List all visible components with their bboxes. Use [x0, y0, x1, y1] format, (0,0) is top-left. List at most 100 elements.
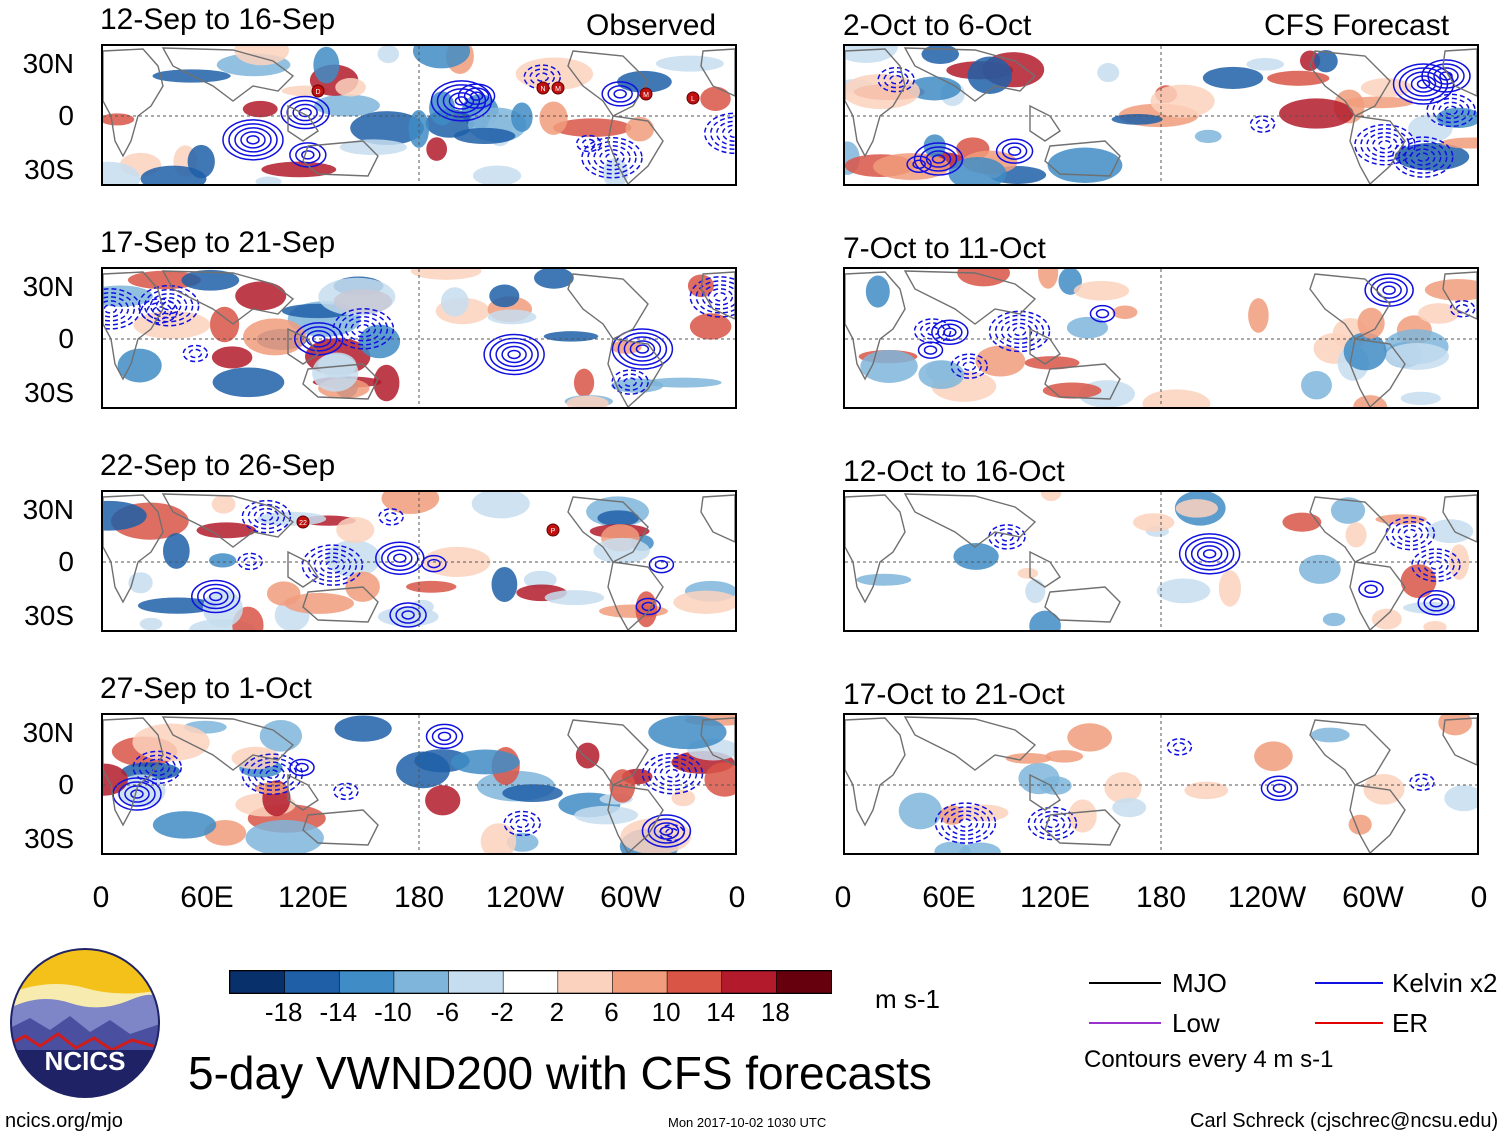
coastline	[302, 363, 379, 400]
panel-title-obs-3: 22-Sep to 26-Sep	[100, 449, 336, 482]
anomaly-shading	[1345, 522, 1367, 548]
kelvin-contour	[1438, 101, 1464, 120]
anomaly-shading	[1314, 49, 1338, 73]
main-title: 5-day VWND200 with CFS forecasts	[188, 1047, 932, 1099]
lat-label: 0	[58, 546, 74, 577]
panel-title-obs-1: 12-Sep to 16-Sep	[100, 3, 336, 36]
kelvin-contour	[138, 754, 176, 781]
kelvin-contour	[722, 124, 735, 143]
kelvin-contour	[265, 769, 280, 779]
kelvin-contour	[713, 292, 728, 302]
anomaly-shading	[1322, 612, 1346, 627]
lon-label: 60W	[600, 881, 662, 914]
kelvin-contour	[203, 587, 229, 606]
anomaly-shading	[491, 566, 518, 602]
kelvin-contour	[1416, 152, 1430, 162]
kelvin-contour	[280, 95, 330, 130]
storm-marker-label: L	[691, 96, 695, 103]
anomaly-shading	[429, 91, 455, 126]
anomaly-shading	[959, 842, 1001, 853]
coastline	[607, 115, 664, 184]
anomaly-shading	[1104, 772, 1142, 804]
anomaly-shading	[412, 46, 471, 69]
anomaly-shading	[318, 277, 396, 316]
anomaly-shading	[132, 723, 210, 762]
anomaly-shading	[334, 715, 392, 742]
kelvin-contour	[995, 138, 1034, 164]
anomaly-shading	[128, 572, 153, 594]
coastline	[287, 550, 319, 588]
kelvin-contour	[535, 72, 549, 82]
kelvin-contour	[601, 81, 639, 107]
anomaly-shading	[1299, 50, 1321, 71]
anomaly-shading	[358, 324, 401, 359]
kelvin-contour	[118, 781, 156, 807]
anomaly-shading	[704, 762, 735, 797]
footer-author: Carl Schreck (cjschrec@ncsu.edu)	[1190, 1110, 1499, 1132]
kelvin-contour	[1421, 59, 1471, 93]
kelvin-contour	[289, 758, 315, 777]
anomaly-shading	[326, 539, 381, 578]
anomaly-shading	[1423, 621, 1447, 630]
anomaly-shading	[314, 94, 380, 117]
anomaly-shading	[918, 360, 965, 390]
kelvin-contour	[707, 288, 734, 306]
kelvin-contour	[312, 334, 326, 344]
anomaly-shading	[898, 792, 942, 830]
anomaly-shading	[454, 127, 516, 144]
anomaly-shading	[312, 353, 359, 392]
panel-title-fcst-1: 2-Oct to 6-Oct	[843, 9, 1032, 42]
kelvin-contour	[1007, 146, 1022, 156]
anomaly-shading	[1400, 391, 1441, 405]
kelvin-contour	[994, 528, 1020, 546]
anomaly-shading	[1017, 567, 1039, 579]
coastline	[1442, 494, 1477, 543]
lon-label: 60E	[180, 881, 234, 914]
anomaly-shading	[137, 597, 217, 614]
kelvin-contour	[704, 112, 735, 155]
kelvin-contour	[132, 750, 182, 785]
kelvin-contour	[607, 85, 633, 103]
storm-marker	[639, 87, 653, 101]
kelvin-contour	[241, 753, 304, 795]
kelvin-contour	[1449, 300, 1476, 318]
anomaly-shading	[1039, 776, 1072, 795]
colorbar-tick-label: 2	[549, 997, 565, 1027]
coastline	[845, 271, 906, 381]
anomaly-shading	[845, 73, 920, 110]
lon-label: 120W	[485, 881, 565, 914]
anomaly-shading	[923, 134, 946, 158]
anomaly-shading	[103, 500, 147, 531]
kelvin-contour	[1427, 63, 1465, 89]
kelvin-contour	[1403, 528, 1418, 539]
anomaly-shading	[1246, 57, 1285, 71]
anomaly-shading	[1267, 70, 1330, 86]
kelvin-contour	[1012, 326, 1027, 337]
kelvin-contour	[623, 336, 662, 362]
anomaly-shading	[1400, 564, 1437, 598]
coastline	[700, 48, 735, 97]
anomaly-shading	[480, 823, 517, 853]
anomaly-shading	[1218, 570, 1242, 607]
coastline	[161, 270, 295, 325]
anomaly-shading	[1066, 316, 1109, 339]
anomaly-shading	[948, 157, 1007, 184]
kelvin-contour	[1249, 115, 1276, 133]
kelvin-contour	[425, 723, 464, 750]
anomaly-shading	[162, 532, 190, 569]
anomaly-shading	[673, 590, 735, 614]
kelvin-contour	[582, 138, 596, 149]
kelvin-contour	[605, 152, 619, 163]
anomaly-shading	[1068, 799, 1097, 833]
kelvin-contour	[648, 555, 675, 574]
anomaly-shading	[117, 348, 162, 383]
lat-label: 30N	[22, 494, 74, 525]
coastline	[607, 338, 664, 407]
lat-label: 30S	[24, 600, 74, 631]
kelvin-contour	[1196, 545, 1223, 563]
legend-line-mjo	[1089, 982, 1161, 984]
contour-note: Contours every 4 m s-1	[1084, 1046, 1334, 1073]
anomaly-shading	[1353, 395, 1387, 407]
forecast-label: CFS Forecast	[1264, 9, 1450, 42]
kelvin-contour	[653, 822, 680, 840]
